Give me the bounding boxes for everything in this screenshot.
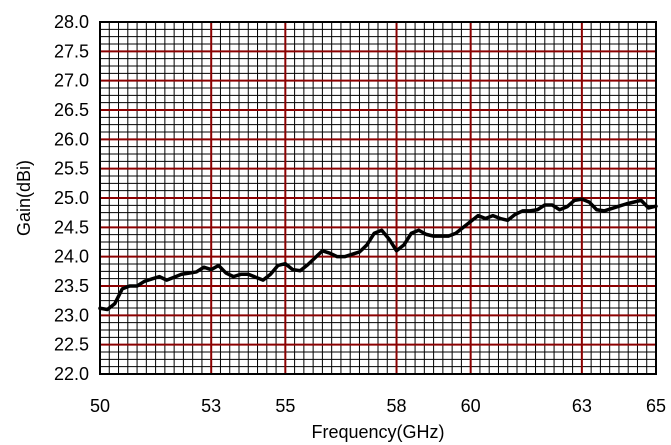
- y-tick-label: 23.0: [54, 305, 89, 325]
- y-axis-label: Gain(dBi): [14, 160, 34, 236]
- y-tick-label: 25.5: [54, 159, 89, 179]
- plot-frame: [99, 21, 657, 375]
- y-tick-label: 28.0: [54, 12, 89, 32]
- y-tick-label: 22.0: [54, 364, 89, 384]
- x-tick-label: 53: [201, 396, 221, 416]
- y-tick-label: 24.0: [54, 247, 89, 267]
- y-tick-label: 26.0: [54, 129, 89, 149]
- y-tick-label: 25.0: [54, 188, 89, 208]
- series-line: [98, 197, 658, 312]
- x-tick-label: 55: [275, 396, 295, 416]
- major-grid: [100, 22, 656, 374]
- x-tick-label: 58: [387, 396, 407, 416]
- x-tick-labels: 50 53 55 58 60 63 65: [90, 396, 666, 416]
- x-tick-label: 63: [572, 396, 592, 416]
- x-tick-label: 65: [646, 396, 666, 416]
- x-tick-label: 50: [90, 396, 110, 416]
- x-axis-label: Frequency(GHz): [311, 422, 444, 442]
- x-tick-label: 60: [461, 396, 481, 416]
- y-tick-labels: 22.0 22.5 23.0 23.5 24.0 24.5 25.0 25.5 26.0 26.5…: [54, 12, 89, 384]
- y-tick-label: 23.5: [54, 276, 89, 296]
- y-tick-label: 27.0: [54, 71, 89, 91]
- y-tick-label: 24.5: [54, 217, 89, 237]
- y-tick-label: 27.5: [54, 41, 89, 61]
- y-tick-label: 22.5: [54, 335, 89, 355]
- y-tick-label: 26.5: [54, 100, 89, 120]
